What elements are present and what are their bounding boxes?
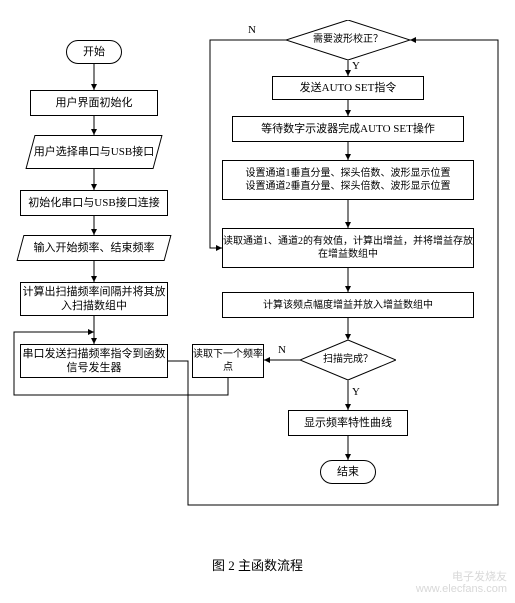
init-ui-step: 用户界面初始化	[30, 90, 158, 116]
send-autoset-label: 发送AUTO SET指令	[300, 81, 397, 95]
wait-autoset-step: 等待数字示波器完成AUTO SET操作	[232, 116, 464, 142]
wait-autoset-label: 等待数字示波器完成AUTO SET操作	[261, 122, 435, 136]
start-terminator: 开始	[66, 40, 122, 64]
set-channels-step: 设置通道1垂直分量、探头倍数、波形显示位置 设置通道2垂直分量、探头倍数、波形显…	[222, 160, 474, 200]
select-port-io: 用户选择串口与USB接口	[30, 135, 158, 169]
calc-scan-label: 计算出扫描频率间隔并将其放入扫描数组中	[21, 285, 167, 314]
input-freq-label: 输入开始频率、结束频率	[34, 241, 155, 255]
watermark-url: www.elecfans.com	[416, 583, 507, 595]
scan-done-no-label: N	[278, 344, 286, 356]
calc-gain-step: 计算该频点幅度增益并放入增益数组中	[222, 292, 474, 318]
read-rms-step: 读取通道1、通道2的有效值，计算出增益，并将增益存放在增益数组中	[222, 228, 474, 268]
scan-done-decision: 扫描完成？	[300, 340, 396, 380]
watermark: 电子发烧友 www.elecfans.com	[416, 571, 507, 595]
end-label: 结束	[337, 465, 359, 479]
scan-done-label: 扫描完成？	[323, 354, 373, 366]
read-next-step: 读取下一个频率点	[192, 344, 264, 378]
input-freq-io: 输入开始频率、结束频率	[20, 235, 168, 261]
watermark-brand: 电子发烧友	[416, 571, 507, 583]
read-rms-label: 读取通道1、通道2的有效值，计算出增益，并将增益存放在增益数组中	[223, 235, 473, 261]
calc-gain-label: 计算该频点幅度增益并放入增益数组中	[263, 299, 433, 312]
send-scan-label: 串口发送扫描频率指令到函数信号发生器	[21, 347, 167, 376]
need-correction-yes-label: Y	[352, 60, 360, 72]
show-curve-step: 显示频率特性曲线	[288, 410, 408, 436]
end-terminator: 结束	[320, 460, 376, 484]
need-correction-no-label: N	[248, 24, 256, 36]
send-scan-step: 串口发送扫描频率指令到函数信号发生器	[20, 344, 168, 378]
need-correction-decision: 需要波形校正？	[286, 20, 410, 60]
scan-done-yes-label: Y	[352, 386, 360, 398]
init-port-step: 初始化串口与USB接口连接	[20, 190, 168, 216]
start-label: 开始	[83, 45, 105, 59]
init-ui-label: 用户界面初始化	[56, 96, 133, 110]
init-port-label: 初始化串口与USB接口连接	[28, 196, 159, 210]
select-port-label: 用户选择串口与USB接口	[34, 145, 154, 159]
set-channels-label: 设置通道1垂直分量、探头倍数、波形显示位置 设置通道2垂直分量、探头倍数、波形显…	[246, 167, 451, 193]
show-curve-label: 显示频率特性曲线	[304, 416, 392, 430]
send-autoset-step: 发送AUTO SET指令	[272, 76, 424, 100]
read-next-label: 读取下一个频率点	[193, 348, 263, 374]
need-correction-label: 需要波形校正？	[313, 34, 383, 46]
calc-scan-step: 计算出扫描频率间隔并将其放入扫描数组中	[20, 282, 168, 316]
